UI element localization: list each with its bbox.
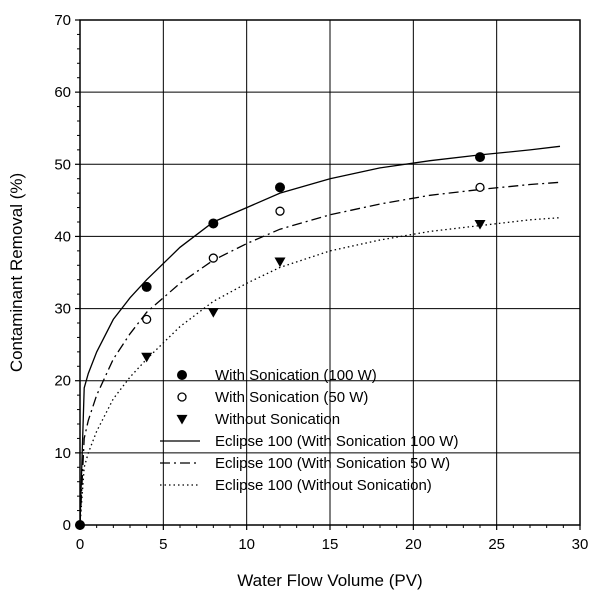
legend-entry-label: Eclipse 100 (With Sonication 100 W)	[215, 433, 458, 450]
data-point-filled-circle	[475, 152, 485, 163]
legend: With Sonication (100 W) With Sonication (…	[160, 367, 458, 494]
legend-entry-label: Eclipse 100 (Without Sonication)	[215, 477, 432, 494]
x-axis-title: Water Flow Volume (PV)	[237, 571, 422, 590]
grid-lines	[80, 20, 580, 525]
data-point-open-circle	[208, 253, 218, 263]
legend-entry-label: Eclipse 100 (With Sonication 50 W)	[215, 455, 450, 472]
legend-entry-label: With Sonication (50 W)	[215, 389, 368, 406]
data-point-open-circle	[475, 182, 485, 193]
y-tick-label: 40	[54, 228, 71, 245]
x-tick-label: 5	[159, 536, 167, 553]
data-point-filled-triangle-down	[141, 352, 153, 363]
y-tick-label: 0	[63, 517, 71, 534]
x-tick-label: 0	[76, 536, 84, 553]
legend-entry-label: Without Sonication	[215, 411, 340, 428]
axis-ticks: 0 5 10 15 20 25 30 0 10 20 30 40 50 60 70	[54, 12, 588, 553]
data-point-filled-triangle-down	[274, 257, 286, 268]
x-tick-label: 10	[238, 536, 255, 553]
y-tick-label: 50	[54, 156, 71, 173]
data-point-filled-circle	[275, 182, 285, 193]
y-tick-label: 70	[54, 12, 71, 29]
legend-symbol	[177, 370, 187, 380]
y-tick-label: 10	[54, 445, 71, 462]
model-curve-dash-dot	[79, 181, 561, 526]
x-tick-label: 30	[572, 536, 589, 553]
data-point-filled-triangle-down	[207, 308, 219, 318]
legend-symbol	[176, 414, 188, 425]
y-tick-label: 30	[54, 301, 71, 318]
data-point-filled-circle	[141, 281, 152, 292]
x-tick-label: 25	[488, 536, 505, 553]
data-point-open-circle	[142, 314, 152, 325]
legend-symbol	[177, 392, 187, 402]
x-tick-label: 15	[322, 536, 339, 553]
y-tick-label: 60	[54, 84, 71, 101]
y-tick-label: 20	[54, 373, 71, 390]
x-tick-label: 20	[405, 536, 422, 553]
y-axis-title: Contaminant Removal (%)	[7, 173, 26, 372]
data-point-filled-circle	[208, 218, 219, 229]
data-point-open-circle	[275, 206, 285, 216]
data-point-filled-triangle-down	[474, 220, 486, 230]
legend-entry-label: With Sonication (100 W)	[215, 367, 377, 384]
data-points	[75, 152, 486, 530]
model-curve-dotted	[79, 217, 561, 526]
